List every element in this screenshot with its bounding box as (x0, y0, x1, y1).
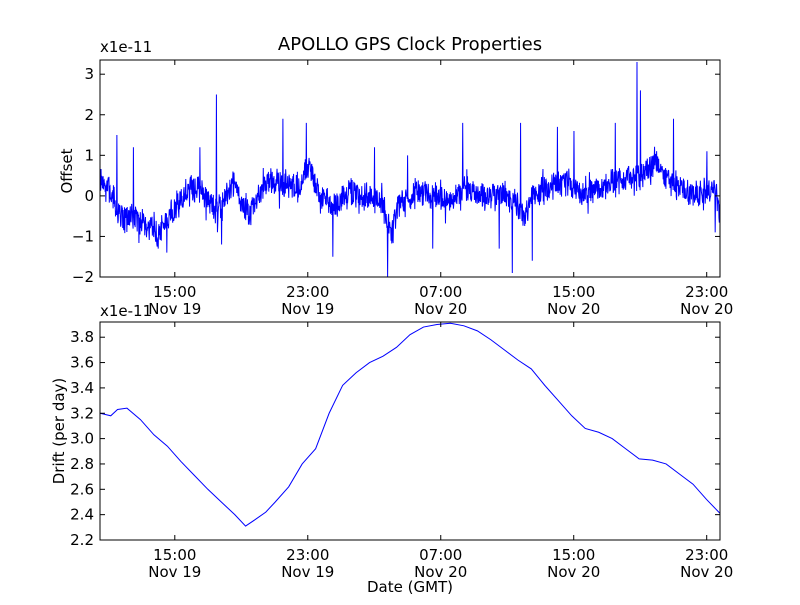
drift-series-line (100, 322, 720, 527)
offset-x-tick-label-time: 23:00 (286, 283, 329, 301)
offset-x-tick-label-date: Nov 19 (281, 300, 334, 318)
drift-y-tick-label: 3.0 (70, 430, 94, 448)
drift-x-tick-label-date: Nov 19 (148, 563, 201, 581)
offset-x-tick-label-date: Nov 20 (414, 300, 467, 318)
offset-x-tick-label-time: 23:00 (685, 283, 728, 301)
offset-axes-frame (99, 59, 721, 278)
drift-y-tick-label: 3.6 (70, 354, 94, 372)
offset-x-tick-label-time: 15:00 (153, 283, 196, 301)
drift-y-tick-label: 2.4 (70, 506, 94, 524)
offset-y-tick-label: 2 (84, 106, 94, 124)
offset-y-ticks: −2 −1 0 1 2 3 (72, 65, 720, 286)
offset-y-axis-label: Offset (58, 148, 76, 193)
offset-plot-area (100, 62, 720, 277)
offset-y-tick-label: −1 (72, 227, 94, 245)
offset-x-tick-label-date: Nov 20 (680, 300, 733, 318)
drift-y-tick-label: 2.8 (70, 455, 94, 473)
offset-series-line (100, 62, 720, 277)
drift-multiplier-label: x1e-11 (100, 302, 152, 320)
drift-x-tick-label-time: 23:00 (685, 546, 728, 564)
offset-y-tick-label: 1 (84, 146, 94, 164)
offset-x-tick-label-time: 15:00 (552, 283, 595, 301)
drift-x-tick-label-time: 23:00 (286, 546, 329, 564)
drift-y-tick-label: 2.6 (70, 480, 94, 498)
drift-y-tick-label: 2.2 (70, 531, 94, 549)
drift-axes-frame (99, 321, 721, 541)
drift-x-tick-label-time: 07:00 (419, 546, 462, 564)
drift-x-axis-label: Date (GMT) (367, 578, 453, 596)
drift-y-tick-label: 3.8 (70, 328, 94, 346)
offset-y-tick-label: 3 (84, 65, 94, 83)
drift-axes: x1e-11 Drift (per day) Date (GMT) 2.2 2.4… (50, 302, 733, 596)
offset-y-tick-label: 0 (84, 187, 94, 205)
drift-y-tick-label: 3.4 (70, 379, 94, 397)
drift-x-tick-label-time: 15:00 (552, 546, 595, 564)
drift-y-tick-label: 3.2 (70, 404, 94, 422)
drift-x-tick-label-date: Nov 19 (281, 563, 334, 581)
drift-x-tick-label-date: Nov 20 (680, 563, 733, 581)
drift-plot-area (100, 322, 720, 527)
offset-multiplier-label: x1e-11 (100, 38, 152, 56)
offset-x-tick-label-date: Nov 20 (547, 300, 600, 318)
offset-x-tick-label-time: 07:00 (419, 283, 462, 301)
offset-y-tick-label: −2 (72, 268, 94, 286)
drift-x-tick-label-date: Nov 20 (547, 563, 600, 581)
offset-x-tick-label-date: Nov 19 (148, 300, 201, 318)
drift-y-ticks: 2.2 2.4 2.6 2.8 3.0 3.2 3.4 3.6 3.8 (70, 328, 720, 549)
drift-x-tick-label-time: 15:00 (153, 546, 196, 564)
drift-y-axis-label: Drift (per day) (50, 378, 68, 485)
drift-x-tick-label-date: Nov 20 (414, 563, 467, 581)
chart-title: APOLLO GPS Clock Properties (278, 34, 542, 55)
